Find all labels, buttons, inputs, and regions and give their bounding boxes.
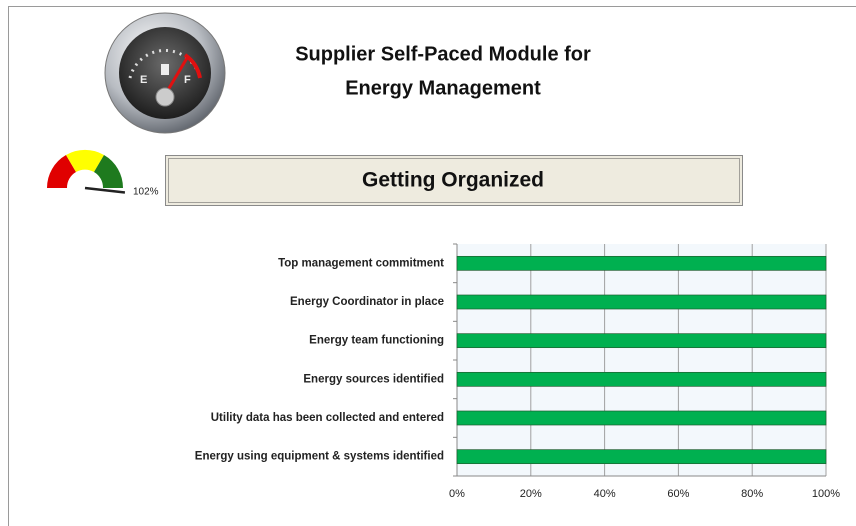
bar [457,450,826,464]
dashboard: E F Supplier Self-Paced Module for Energ… [0,0,856,526]
x-tick-label: 0% [449,488,465,500]
x-tick-label: 20% [520,488,542,500]
category-label: Energy using equipment & systems identif… [195,451,444,463]
category-label: Energy team functioning [309,335,444,347]
title-line: Energy Management [345,77,541,99]
bar [457,411,826,425]
x-tick-label: 60% [667,488,689,500]
category-label: Energy Coordinator in place [290,296,444,308]
bar [457,334,826,348]
svg-text:E: E [140,74,147,86]
section-button[interactable]: Getting Organized [166,156,743,206]
gauge-label: 102% [133,187,159,198]
x-tick-label: 80% [741,488,763,500]
category-label: Top management commitment [278,257,444,269]
bar [457,372,826,386]
x-tick-label: 40% [594,488,616,500]
bar [457,256,826,270]
gauge-needle [85,188,125,193]
category-label: Utility data has been collected and ente… [211,412,444,424]
title-line: Supplier Self-Paced Module for [295,43,591,65]
category-label: Energy sources identified [303,373,444,385]
plot-area [457,244,826,476]
x-tick-label: 100% [812,488,840,500]
svg-text:F: F [184,74,191,86]
fuel-gauge-icon: E F [105,13,225,133]
button-label[interactable]: Getting Organized [362,169,544,192]
progress-gauge [47,150,125,193]
bar-chart: 0% 20% 40% 60% 80% 100% Top management commitm… [195,244,841,500]
bar [457,295,826,309]
page: E F Supplier Self-Paced Module for Energ… [0,0,856,526]
